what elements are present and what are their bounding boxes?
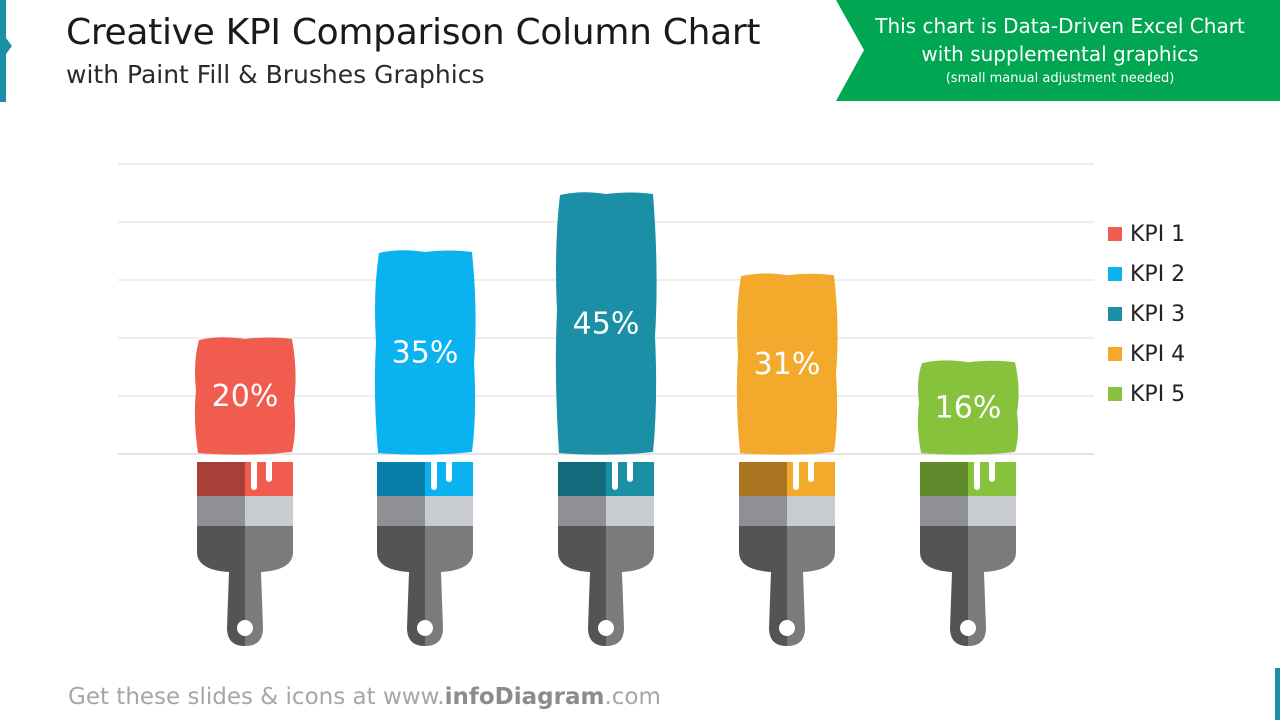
legend-item-kpi-1: KPI 1: [1108, 214, 1185, 254]
paint-brush-icon: [920, 462, 1016, 646]
footer-prefix: Get these slides & icons at www.: [68, 684, 445, 710]
footer-brand: infoDiagram: [444, 684, 605, 710]
footer-text: Get these slides & icons at www.infoDiag…: [68, 684, 661, 710]
banner-line-1: This chart is Data-Driven Excel Chart: [875, 14, 1245, 38]
page-subtitle: with Paint Fill & Brushes Graphics: [66, 60, 485, 89]
legend-item-kpi-3: KPI 3: [1108, 294, 1185, 334]
info-banner: This chart is Data-Driven Excel Chart wi…: [836, 0, 1280, 101]
bar-kpi-3: [555, 192, 657, 455]
data-label-kpi-5: 16%: [935, 391, 1002, 426]
legend-item-kpi-4: KPI 4: [1108, 334, 1185, 374]
legend-label: KPI 4: [1130, 341, 1186, 367]
legend-label: KPI 5: [1130, 381, 1186, 407]
footer-suffix: .com: [604, 684, 661, 710]
paint-brush-icon: [197, 462, 293, 646]
legend-swatch: [1108, 307, 1122, 321]
legend-label: KPI 2: [1130, 261, 1186, 287]
right-accent-bar: [1275, 668, 1280, 720]
legend-label: KPI 3: [1130, 301, 1186, 327]
banner-shape: [836, 0, 1280, 101]
legend-swatch: [1108, 267, 1122, 281]
paint-brush-icon: [377, 462, 473, 646]
data-label-kpi-3: 45%: [573, 307, 640, 342]
bar-kpi-4: [736, 273, 838, 455]
data-label-kpi-2: 35%: [392, 336, 459, 371]
bar-kpi-1: [194, 337, 296, 455]
page-title: Creative KPI Comparison Column Chart: [66, 12, 761, 53]
legend-item-kpi-2: KPI 2: [1108, 254, 1185, 294]
chart-legend: KPI 1 KPI 2 KPI 3 KPI 4 KPI 5: [1108, 214, 1185, 414]
left-accent-bar: [0, 0, 12, 102]
banner-line-3: (small manual adjustment needed): [945, 71, 1175, 86]
banner-line-2: with supplemental graphics: [921, 42, 1199, 66]
data-label-kpi-4: 31%: [754, 347, 821, 382]
paint-brush-icon: [558, 462, 654, 646]
legend-label: KPI 1: [1130, 221, 1186, 247]
bar-kpi-2: [374, 250, 476, 455]
paint-brush-icon: [739, 462, 835, 646]
legend-swatch: [1108, 387, 1122, 401]
legend-swatch: [1108, 227, 1122, 241]
legend-item-kpi-5: KPI 5: [1108, 374, 1185, 414]
data-label-kpi-1: 20%: [212, 379, 279, 414]
legend-swatch: [1108, 347, 1122, 361]
banner-text: This chart is Data-Driven Excel Chart wi…: [874, 12, 1246, 90]
bar-kpi-5: [917, 360, 1019, 455]
